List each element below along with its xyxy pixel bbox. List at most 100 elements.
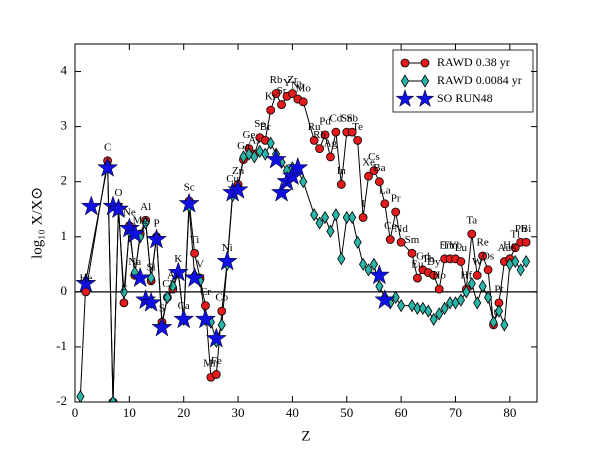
marker-star	[287, 156, 309, 177]
point-label: Cr	[200, 286, 211, 298]
marker-star	[80, 195, 102, 216]
x-tick-label: 20	[177, 405, 190, 420]
point-label: Eu	[411, 259, 424, 271]
legend: RAWD 0.38 yr RAWD 0.0084 yr SO RUN48	[392, 49, 534, 113]
marker-star	[151, 316, 173, 337]
marker-circle	[483, 265, 493, 275]
marker-circle	[429, 270, 439, 280]
marker-circle	[510, 243, 520, 253]
marker-star	[102, 195, 124, 216]
marker-star	[227, 178, 249, 199]
x-tick-label: 10	[123, 405, 136, 420]
point-label: Pt	[494, 283, 503, 295]
marker-diamond	[168, 279, 177, 293]
point-label: Nd	[394, 223, 408, 235]
legend-label: RAWD 0.38 yr	[437, 55, 510, 69]
y-tick-label: 0	[61, 283, 68, 298]
point-label: Gd	[416, 250, 430, 262]
marker-star	[368, 264, 390, 285]
point-label: K	[174, 253, 182, 265]
frame	[74, 43, 538, 403]
point-label: Ba	[373, 162, 385, 174]
marker-diamond	[511, 254, 520, 269]
point-label: Hf	[461, 270, 473, 282]
marker-circle	[271, 89, 281, 98]
marker-star	[183, 266, 206, 288]
point-label: Os	[482, 250, 494, 262]
point-label: V	[196, 259, 204, 271]
marker-circle	[217, 306, 227, 316]
marker-circle	[277, 100, 286, 109]
marker-star	[173, 308, 195, 329]
point-label: Cs	[368, 151, 380, 163]
point-label: As	[248, 135, 260, 147]
marker-circle	[521, 237, 531, 247]
legend-label: SO RUN48	[437, 91, 493, 105]
x-tick-label: 0	[72, 405, 79, 420]
marker-circle	[315, 144, 324, 154]
marker-diamond	[369, 257, 379, 271]
x-tick-label: 80	[503, 405, 516, 420]
marker-circle	[347, 127, 357, 137]
marker-diamond	[489, 315, 498, 329]
marker-circle	[420, 58, 430, 68]
point-label: Ge	[243, 129, 256, 141]
marker-star	[145, 228, 168, 249]
marker-diamond	[342, 210, 351, 225]
point-label: Ru	[308, 121, 321, 133]
marker-diamond	[478, 279, 487, 293]
legend-label: RAWD 0.0084 yr	[437, 73, 522, 87]
marker-circle	[364, 171, 373, 181]
point-label: Nb	[291, 80, 305, 92]
marker-diamond	[522, 254, 531, 269]
point-label: Te	[352, 121, 363, 133]
x-tick-label: 50	[340, 405, 353, 420]
marker-circle	[266, 105, 276, 115]
point-label: Sc	[184, 182, 195, 194]
marker-star	[194, 308, 217, 329]
point-label: Ir	[490, 305, 498, 317]
marker-diamond	[467, 276, 476, 291]
marker-diamond	[255, 144, 264, 159]
marker-diamond	[445, 296, 455, 310]
marker-star	[135, 289, 157, 310]
marker-circle	[413, 273, 422, 283]
point-label: He	[79, 272, 92, 284]
point-label: Dy	[427, 256, 441, 268]
marker-diamond	[76, 389, 85, 402]
x-tick-label: 30	[232, 405, 245, 420]
marker-diamond	[484, 290, 493, 304]
marker-diamond	[163, 290, 172, 304]
marker-circle	[336, 180, 346, 189]
marker-diamond	[141, 216, 150, 230]
point-label: Ce	[384, 220, 396, 232]
point-label: Co	[215, 292, 228, 304]
marker-diamond	[407, 299, 417, 313]
marker-diamond	[391, 290, 400, 304]
point-label: Ni	[222, 242, 233, 254]
marker-diamond	[420, 74, 430, 88]
marker-circle	[211, 370, 221, 379]
y-tick-label: -2	[56, 393, 67, 408]
point-label: Mo	[296, 82, 312, 94]
y-tick-label: 2	[61, 173, 68, 188]
marker-diamond	[326, 224, 335, 238]
point-label: Cu	[226, 173, 239, 185]
marker-circle	[288, 89, 297, 98]
marker-star	[415, 89, 435, 108]
marker-circle	[467, 229, 477, 239]
marker-diamond	[299, 175, 308, 189]
point-label: Tl	[510, 228, 520, 240]
marker-star	[395, 89, 415, 108]
marker-diamond	[266, 136, 275, 150]
point-label: Ti	[190, 234, 199, 246]
marker-circle	[374, 177, 384, 187]
marker-diamond	[400, 74, 410, 88]
point-label: Rh	[313, 129, 326, 141]
y-tick-label: 3	[61, 118, 68, 133]
marker-diamond	[440, 301, 449, 315]
point-label: F	[121, 283, 127, 295]
plot-area	[75, 89, 537, 402]
point-label: Al	[140, 201, 151, 213]
